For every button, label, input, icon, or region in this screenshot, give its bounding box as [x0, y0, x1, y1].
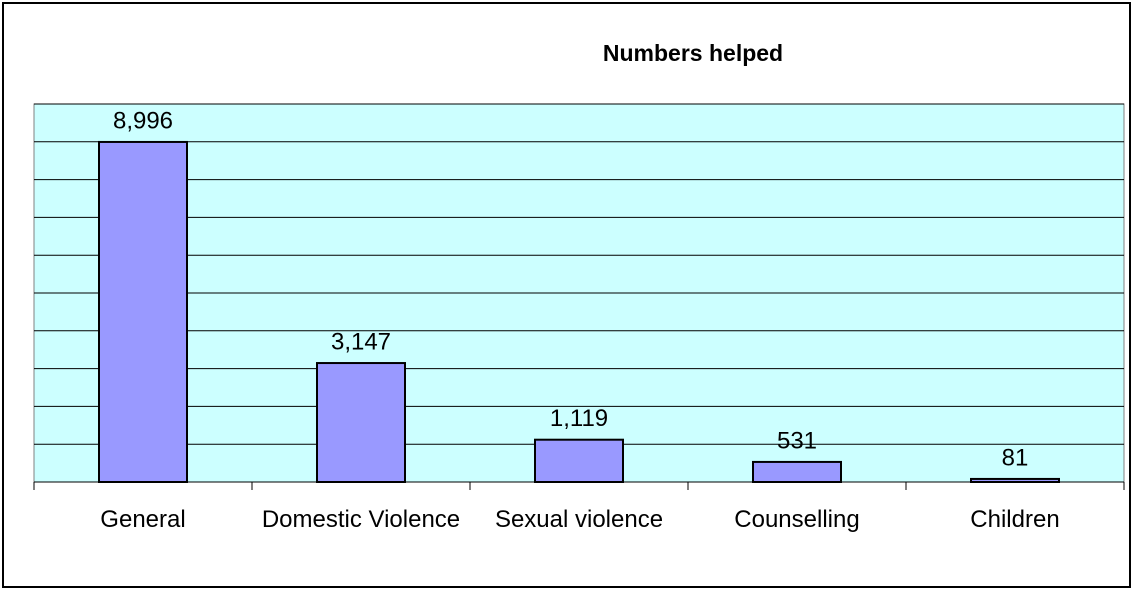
bar: [98, 140, 188, 483]
data-label: 531: [777, 427, 817, 454]
data-label: 81: [1002, 444, 1029, 471]
data-label: 3,147: [331, 328, 391, 355]
data-label: 8,996: [113, 107, 173, 134]
x-tick-label: Domestic Violence: [261, 506, 461, 533]
x-tick-label: Counselling: [734, 506, 860, 533]
x-tick-label: General: [100, 506, 186, 533]
x-tick-label: Children: [970, 506, 1060, 533]
x-tick-label: Sexual violence: [494, 506, 664, 533]
bar: [752, 460, 842, 483]
bar: [534, 438, 624, 484]
data-label: 1,119: [550, 405, 608, 432]
bar: [970, 477, 1060, 484]
bar: [316, 362, 406, 483]
chart-title: Numbers helped: [603, 40, 783, 66]
